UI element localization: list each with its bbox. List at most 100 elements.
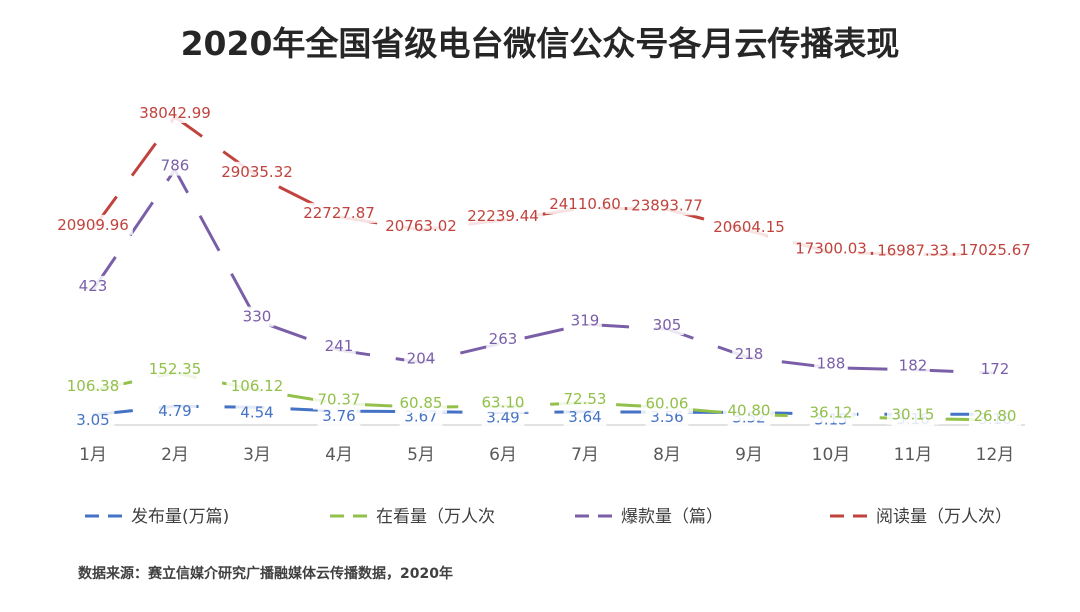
- data-label-text: 40.80: [728, 402, 771, 420]
- data-label-text: 106.38: [67, 377, 120, 395]
- data-label-bg: [969, 405, 1021, 426]
- data-label-text: 24110.60: [549, 195, 621, 213]
- data-label-text: 172: [981, 360, 1010, 378]
- data-label-text: 72.53: [564, 390, 607, 408]
- data-label-text: 786: [161, 157, 190, 175]
- data-label-text: 204: [407, 349, 436, 367]
- data-label-bg: [317, 406, 361, 427]
- data-label-text: 330: [243, 308, 272, 326]
- data-label-text: 3.05: [76, 411, 109, 429]
- data-label: 36.12: [805, 402, 857, 423]
- data-label-bg: [381, 215, 461, 236]
- data-label: 263: [486, 328, 520, 349]
- data-label: 3.64: [563, 406, 607, 427]
- data-label: 24110.60: [545, 193, 625, 214]
- data-label-text: 22239.44: [467, 207, 539, 225]
- data-label-bg: [814, 353, 848, 374]
- data-label-bg: [76, 275, 110, 296]
- legend-item-3: 阅读量（万人次）: [830, 507, 1012, 527]
- data-label-text: 152.35: [149, 360, 202, 378]
- data-label-bg: [71, 409, 115, 430]
- data-label: 22239.44: [463, 206, 543, 227]
- data-label-bg: [723, 400, 775, 421]
- data-label: 172: [978, 359, 1012, 379]
- data-label: 3.05: [71, 409, 115, 430]
- data-label: 17300.03: [791, 238, 871, 259]
- series-2: [91, 166, 996, 375]
- x-tick-label: 2月: [161, 445, 189, 465]
- x-tick-label: 10月: [812, 445, 851, 465]
- data-label-text: 3.76: [322, 407, 355, 425]
- data-label-text: 23893.77: [631, 196, 703, 214]
- data-label: 63.10: [477, 392, 529, 413]
- data-label-text: 423: [79, 277, 108, 295]
- data-label-text: 30.15: [892, 406, 935, 424]
- data-label: 241: [322, 336, 356, 357]
- x-tick-label: 6月: [489, 445, 517, 465]
- x-tick-label: 1月: [79, 445, 107, 465]
- data-label-text: 305: [653, 316, 682, 334]
- x-tick-label: 12月: [976, 445, 1015, 465]
- data-label: 786: [158, 155, 192, 176]
- legend-label: 爆款量（篇）: [621, 507, 723, 527]
- legend-item-2: 爆款量（篇）: [575, 507, 723, 527]
- legend-label: 发布量(万篇): [131, 507, 229, 527]
- data-label: 20763.02: [381, 215, 461, 236]
- data-label-text: 241: [325, 337, 354, 355]
- data-label-text: 263: [489, 330, 518, 348]
- data-label: 22727.87: [299, 202, 379, 223]
- data-label-bg: [791, 238, 871, 259]
- data-label: 182: [896, 355, 930, 376]
- data-label-text: 20604.15: [713, 218, 785, 236]
- data-label: 60.85: [395, 393, 447, 414]
- legend-item-0: 发布量(万篇): [85, 507, 229, 527]
- legend: 发布量(万篇) 在看量（万人次 爆款量（篇） 阅读量（万人次）: [85, 507, 1012, 527]
- data-label: 305: [650, 315, 684, 335]
- data-label: 30.15: [887, 404, 939, 425]
- data-label: 20604.15: [709, 216, 789, 237]
- data-label-bg: [709, 216, 789, 237]
- data-label-text: 60.06: [646, 395, 689, 413]
- data-label-bg: [563, 406, 607, 427]
- legend-label: 阅读量（万人次）: [876, 507, 1012, 527]
- data-label: 188: [814, 353, 848, 374]
- data-label-bg: [873, 240, 953, 261]
- data-label-text: 36.12: [810, 404, 853, 422]
- x-tick-label: 7月: [571, 445, 599, 465]
- data-label: 20909.96: [53, 214, 133, 235]
- data-label-bg: [153, 401, 197, 422]
- data-label: 3.49: [481, 407, 525, 428]
- data-label-bg: [299, 202, 379, 223]
- data-label-text: 70.37: [318, 391, 361, 409]
- chart-title: 2020年全国省级电台微信公众号各月云传播表现: [181, 24, 900, 63]
- data-label: 70.37: [313, 389, 365, 410]
- data-label: 319: [568, 310, 602, 331]
- data-label-text: 60.85: [400, 394, 443, 412]
- data-label-bg: [545, 193, 625, 214]
- data-label-bg: [404, 348, 438, 369]
- data-label-bg: [217, 161, 297, 182]
- data-label-text: 4.54: [240, 403, 273, 421]
- data-label: 152.35: [144, 358, 206, 379]
- data-label-bg: [641, 393, 693, 414]
- data-label: 423: [76, 275, 110, 296]
- data-label-bg: [62, 376, 124, 397]
- data-label-bg: [240, 306, 274, 327]
- data-label-text: 182: [899, 357, 928, 375]
- data-label-text: 20909.96: [57, 216, 129, 234]
- data-label-bg: [650, 315, 684, 335]
- data-label-bg: [395, 393, 447, 414]
- data-label-bg: [144, 358, 206, 379]
- data-label-bg: [568, 310, 602, 331]
- data-label-text: 16987.33: [877, 241, 949, 259]
- x-tick-label: 8月: [653, 445, 681, 465]
- data-label-bg: [313, 389, 365, 410]
- x-tick-label: 9月: [735, 445, 763, 465]
- data-label: 106.12: [226, 376, 288, 397]
- data-label-bg: [477, 392, 529, 413]
- data-label: 330: [240, 306, 274, 327]
- data-label-bg: [226, 376, 288, 397]
- data-label-text: 26.80: [974, 407, 1017, 425]
- data-label-bg: [486, 328, 520, 349]
